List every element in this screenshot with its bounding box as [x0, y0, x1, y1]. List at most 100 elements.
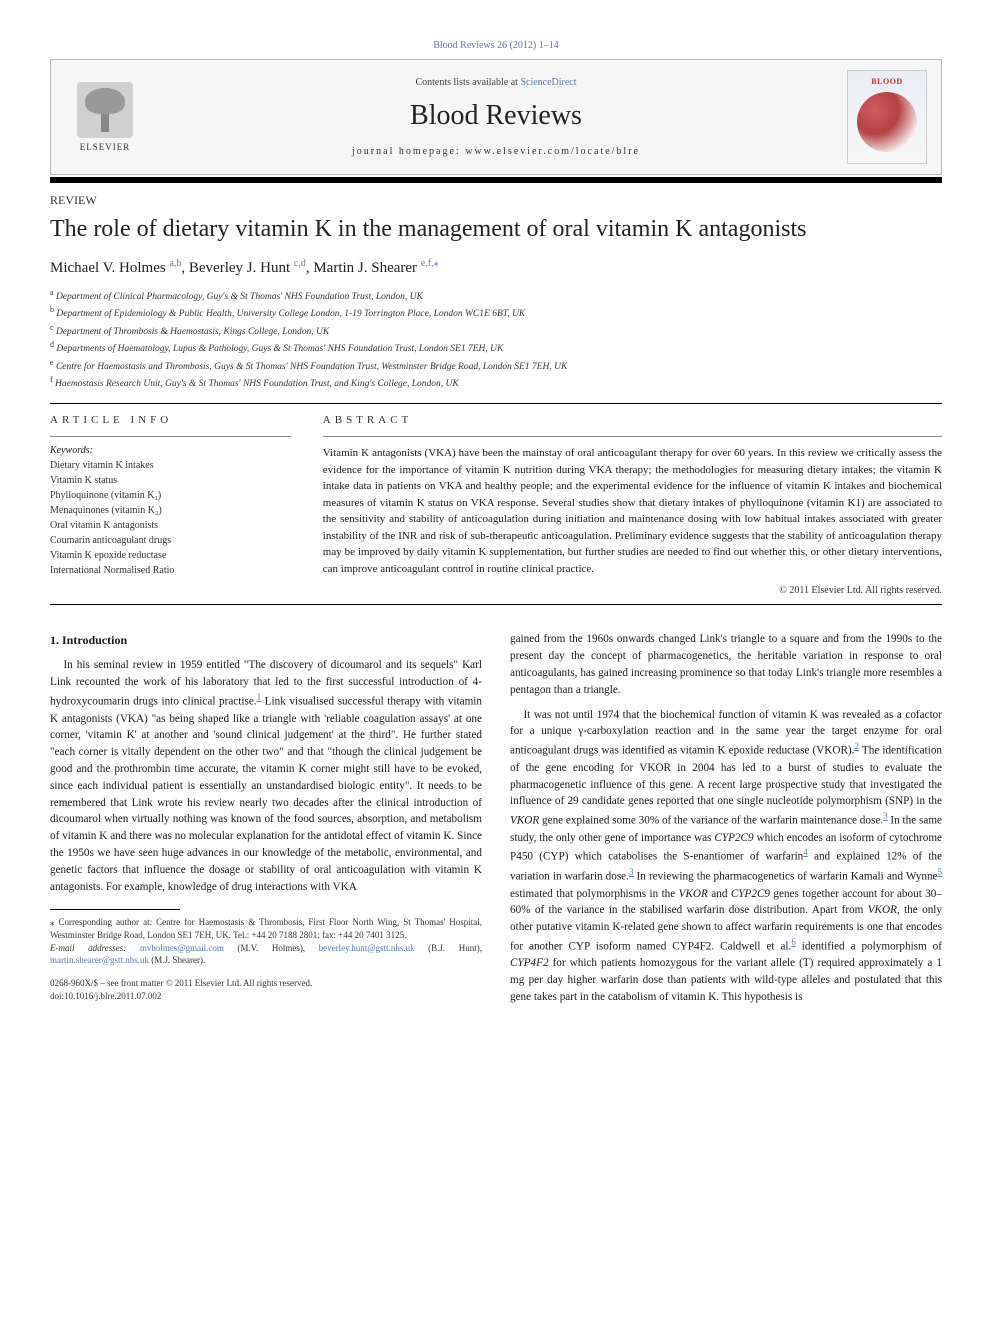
abstract-col: ABSTRACT Vitamin K antagonists (VKA) hav…	[323, 414, 942, 596]
body-text: Link visualised successful therapy with …	[50, 696, 482, 893]
keyword: International Normalised Ratio	[50, 563, 291, 578]
emails-label: E-mail addresses:	[50, 943, 140, 953]
keyword: Menaquinones (vitamin K₂)	[50, 503, 291, 518]
keywords-label: Keywords:	[50, 445, 291, 456]
keyword: Coumarin anticoagulant drugs	[50, 533, 291, 548]
affil-text: Haemostasis Research Unit, Guy's & St Th…	[55, 379, 459, 389]
info-abstract-row: ARTICLE INFO Keywords: Dietary vitamin K…	[50, 414, 942, 596]
gene-name: VKOR	[679, 888, 708, 900]
affil-key: e	[50, 358, 54, 367]
body-text: identified a polymorphism of	[796, 941, 942, 953]
keyword: Phylloquinone (vitamin K₁)	[50, 488, 291, 503]
info-sub-rule	[50, 436, 291, 437]
section-heading: 1. Introduction	[50, 631, 482, 649]
email-link[interactable]: mvholmes@gmail.com	[140, 943, 224, 953]
thin-rule	[50, 604, 942, 605]
author-affil-sup: a,b	[169, 258, 181, 269]
masthead-center: Contents lists available at ScienceDirec…	[145, 77, 847, 157]
affiliation-line: c Department of Thrombosis & Haemostasis…	[50, 322, 942, 339]
journal-cover-thumb: BLOOD	[847, 70, 927, 164]
keyword: Vitamin K epoxide reductase	[50, 548, 291, 563]
affil-text: Department of Thrombosis & Haemostasis, …	[56, 327, 329, 337]
affil-key: d	[50, 340, 54, 349]
keyword: Oral vitamin K antagonists	[50, 518, 291, 533]
publisher-name: ELSEVIER	[80, 142, 131, 152]
affiliation-line: e Centre for Haemostasis and Thrombosis,…	[50, 357, 942, 374]
elsevier-tree-icon	[77, 82, 133, 138]
body-text: estimated that polymorphisms in the	[510, 888, 679, 900]
cover-title: BLOOD	[871, 77, 902, 86]
footnote-rule	[50, 909, 180, 910]
abstract-text: Vitamin K antagonists (VKA) have been th…	[323, 445, 942, 577]
keywords-list: Dietary vitamin K intakes Vitamin K stat…	[50, 458, 291, 578]
author-affil-sup: e,f,	[421, 258, 434, 269]
doi-line: doi:10.1016/j.blre.2011.07.002	[50, 990, 482, 1004]
article-type: REVIEW	[50, 193, 942, 208]
body-two-column: 1. Introduction In his seminal review in…	[50, 631, 942, 1008]
contents-line: Contents lists available at ScienceDirec…	[145, 77, 847, 88]
email-owner: (M.J. Shearer).	[149, 955, 205, 965]
journal-masthead: ELSEVIER Contents lists available at Sci…	[50, 59, 942, 175]
abstract-heading: ABSTRACT	[323, 414, 942, 426]
author-list: Michael V. Holmes a,b, Beverley J. Hunt …	[50, 258, 942, 277]
affiliation-line: b Department of Epidemiology & Public He…	[50, 304, 942, 321]
section-title: Introduction	[62, 633, 127, 647]
gene-name: CYP2C9	[714, 832, 753, 844]
body-paragraph: In his seminal review in 1959 entitled "…	[50, 657, 482, 895]
cover-art-icon	[857, 92, 917, 152]
corresponding-author-note: ⁎ Corresponding author at: Centre for Ha…	[50, 916, 482, 941]
keyword: Dietary vitamin K intakes	[50, 458, 291, 473]
affiliations: a Department of Clinical Pharmacology, G…	[50, 287, 942, 391]
email-link[interactable]: beverley.hunt@gstt.nhs.uk	[319, 943, 415, 953]
abstract-sub-rule	[323, 436, 942, 437]
publisher-logo-block: ELSEVIER	[65, 77, 145, 157]
author-name: Martin J. Shearer	[313, 260, 417, 276]
affil-key: a	[50, 288, 54, 297]
body-paragraph: gained from the 1960s onwards changed Li…	[510, 631, 942, 698]
article-info-heading: ARTICLE INFO	[50, 414, 291, 426]
affiliation-line: f Haemostasis Research Unit, Guy's & St …	[50, 374, 942, 391]
journal-homepage: journal homepage: www.elsevier.com/locat…	[145, 146, 847, 157]
corresponding-star-icon: ⁎	[434, 258, 439, 269]
gene-name: CYP4F2	[510, 957, 549, 969]
article-info-col: ARTICLE INFO Keywords: Dietary vitamin K…	[50, 414, 291, 596]
author-name: Beverley J. Hunt	[189, 260, 290, 276]
email-link[interactable]: martin.shearer@gstt.nhs.uk	[50, 955, 149, 965]
author-affil-sup: c,d	[294, 258, 306, 269]
gene-name: VKOR	[868, 904, 897, 916]
email-owner: (B.J. Hunt),	[415, 943, 482, 953]
ref-link[interactable]: 5	[938, 867, 943, 877]
email-owner: (M.V. Holmes),	[224, 943, 319, 953]
running-citation: Blood Reviews 26 (2012) 1–14	[50, 40, 942, 51]
affil-text: Centre for Haemostasis and Thrombosis, G…	[56, 362, 567, 372]
body-text: gained from the 1960s onwards changed Li…	[510, 633, 942, 695]
thin-rule	[50, 403, 942, 404]
contents-prefix: Contents lists available at	[415, 77, 520, 88]
affil-key: f	[50, 375, 53, 384]
body-paragraph: It was not until 1974 that the biochemic…	[510, 707, 942, 1006]
footnotes-block: ⁎ Corresponding author at: Centre for Ha…	[50, 909, 482, 1003]
thick-rule	[50, 177, 942, 183]
keyword: Vitamin K status	[50, 473, 291, 488]
author-name: Michael V. Holmes	[50, 260, 166, 276]
affil-key: b	[50, 305, 54, 314]
body-text: and	[708, 888, 731, 900]
emails-line: E-mail addresses: mvholmes@gmail.com (M.…	[50, 942, 482, 967]
abstract-copyright: © 2011 Elsevier Ltd. All rights reserved…	[323, 585, 942, 596]
affil-key: c	[50, 323, 54, 332]
affil-text: Department of Clinical Pharmacology, Guy…	[56, 292, 423, 302]
gene-name: VKOR	[510, 815, 539, 827]
sciencedirect-link[interactable]: ScienceDirect	[520, 77, 576, 88]
affil-text: Department of Epidemiology & Public Heal…	[56, 310, 525, 320]
journal-title: Blood Reviews	[145, 100, 847, 132]
affil-text: Departments of Haematology, Lupus & Path…	[56, 344, 503, 354]
article-title: The role of dietary vitamin K in the man…	[50, 214, 942, 244]
issn-line: 0268-960X/$ – see front matter © 2011 El…	[50, 977, 482, 991]
body-text: for which patients homozygous for the va…	[510, 957, 942, 1003]
affiliation-line: a Department of Clinical Pharmacology, G…	[50, 287, 942, 304]
gene-name: CYP2C9	[731, 888, 770, 900]
body-text: In reviewing the pharmacogenetics of war…	[633, 871, 937, 883]
section-number: 1.	[50, 633, 59, 647]
affiliation-line: d Departments of Haematology, Lupus & Pa…	[50, 339, 942, 356]
body-text: gene explained some 30% of the variance …	[539, 815, 883, 827]
